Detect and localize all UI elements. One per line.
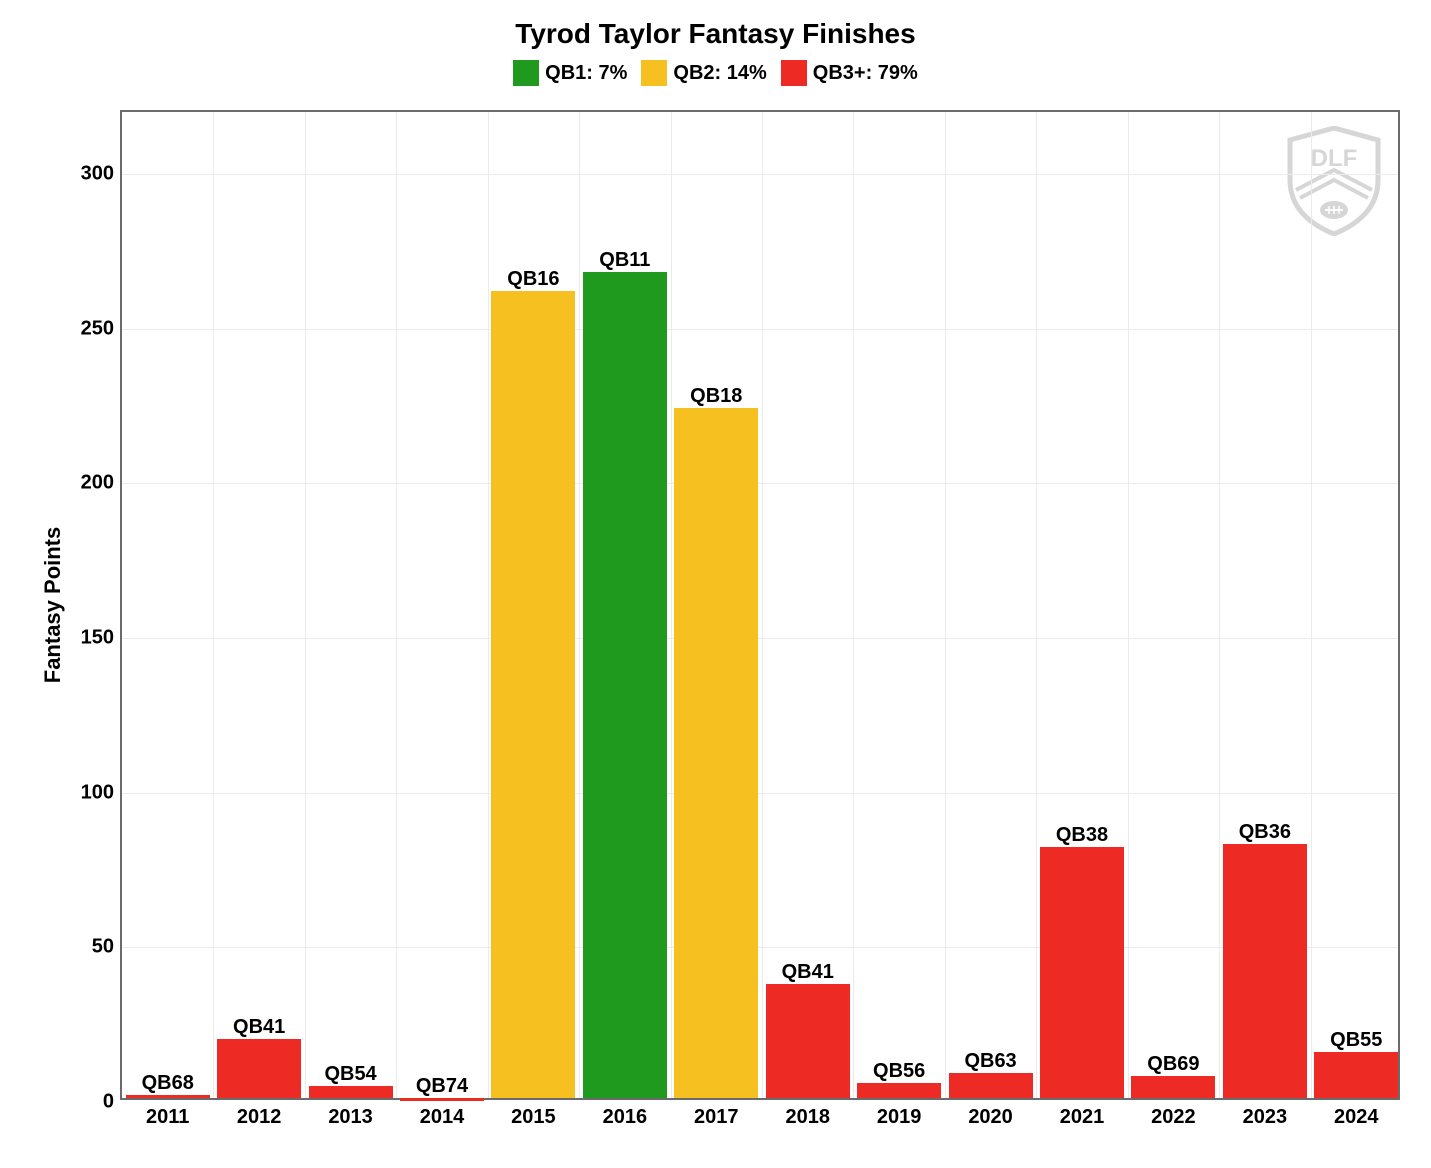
bar-label: QB55 bbox=[1330, 1029, 1382, 1052]
x-tick-label: 2018 bbox=[785, 1098, 830, 1129]
bar bbox=[1131, 1076, 1215, 1098]
gridline bbox=[122, 638, 1398, 639]
plot-area: DLF 0501001502002503002011QB682012QB4120… bbox=[120, 110, 1400, 1100]
gridline bbox=[1311, 112, 1312, 1098]
legend-item: QB1: 7% bbox=[513, 60, 627, 86]
bar bbox=[1040, 847, 1124, 1098]
x-tick-label: 2012 bbox=[237, 1098, 282, 1129]
x-tick-label: 2017 bbox=[694, 1098, 739, 1129]
x-tick-label: 2024 bbox=[1334, 1098, 1379, 1129]
bar-label: QB69 bbox=[1147, 1053, 1199, 1076]
bar bbox=[1223, 844, 1307, 1098]
bar bbox=[1314, 1052, 1398, 1098]
bar-label: QB54 bbox=[324, 1063, 376, 1086]
gridline bbox=[396, 112, 397, 1098]
gridline bbox=[945, 112, 946, 1098]
bar-label: QB63 bbox=[964, 1050, 1016, 1073]
legend-label: QB3+: 79% bbox=[813, 62, 918, 85]
gridline bbox=[1128, 112, 1129, 1098]
y-tick-label: 200 bbox=[81, 472, 122, 495]
x-tick-label: 2014 bbox=[420, 1098, 465, 1129]
bar-label: QB11 bbox=[599, 249, 650, 272]
bar bbox=[766, 984, 850, 1098]
legend-swatch-icon bbox=[781, 60, 807, 86]
x-tick-label: 2011 bbox=[146, 1098, 189, 1129]
bar-label: QB36 bbox=[1239, 821, 1291, 844]
bar-label: QB68 bbox=[142, 1072, 194, 1095]
bar-label: QB18 bbox=[690, 385, 742, 408]
x-tick-label: 2015 bbox=[511, 1098, 556, 1129]
bar bbox=[309, 1086, 393, 1098]
y-tick-label: 50 bbox=[92, 936, 122, 959]
bar bbox=[583, 272, 667, 1098]
x-tick-label: 2013 bbox=[328, 1098, 373, 1129]
bar bbox=[491, 291, 575, 1098]
gridline bbox=[122, 793, 1398, 794]
bar-label: QB16 bbox=[507, 268, 559, 291]
legend-swatch-icon bbox=[641, 60, 667, 86]
gridline bbox=[1219, 112, 1220, 1098]
gridline bbox=[122, 329, 1398, 330]
bar-label: QB74 bbox=[416, 1075, 468, 1098]
legend-item: QB2: 14% bbox=[641, 60, 766, 86]
bar bbox=[217, 1039, 301, 1098]
dlf-logo-icon: DLF bbox=[1284, 126, 1384, 241]
bar-label: QB41 bbox=[782, 961, 834, 984]
gridline bbox=[853, 112, 854, 1098]
y-tick-label: 250 bbox=[81, 317, 122, 340]
legend-label: QB2: 14% bbox=[673, 62, 766, 85]
y-tick-label: 0 bbox=[103, 1091, 122, 1114]
bar-label: QB56 bbox=[873, 1060, 925, 1083]
x-tick-label: 2021 bbox=[1060, 1098, 1105, 1129]
gridline bbox=[762, 112, 763, 1098]
bar bbox=[857, 1083, 941, 1098]
legend-label: QB1: 7% bbox=[545, 62, 627, 85]
x-tick-label: 2020 bbox=[968, 1098, 1013, 1129]
legend: QB1: 7% QB2: 14% QB3+: 79% bbox=[0, 60, 1431, 86]
gridline bbox=[671, 112, 672, 1098]
gridline bbox=[122, 174, 1398, 175]
chart-title: Tyrod Taylor Fantasy Finishes bbox=[0, 18, 1431, 50]
x-tick-label: 2022 bbox=[1151, 1098, 1196, 1129]
y-axis-label: Fantasy Points bbox=[40, 527, 66, 683]
y-tick-label: 300 bbox=[81, 162, 122, 185]
bar bbox=[949, 1073, 1033, 1098]
legend-item: QB3+: 79% bbox=[781, 60, 918, 86]
gridline bbox=[213, 112, 214, 1098]
bar bbox=[126, 1095, 210, 1098]
bar bbox=[674, 408, 758, 1098]
bar-label: QB41 bbox=[233, 1016, 285, 1039]
gridline bbox=[488, 112, 489, 1098]
bar-label: QB38 bbox=[1056, 824, 1108, 847]
y-tick-label: 150 bbox=[81, 626, 122, 649]
svg-text:DLF: DLF bbox=[1311, 145, 1358, 172]
gridline bbox=[579, 112, 580, 1098]
x-tick-label: 2019 bbox=[877, 1098, 922, 1129]
gridline bbox=[305, 112, 306, 1098]
x-tick-label: 2016 bbox=[603, 1098, 648, 1129]
y-tick-label: 100 bbox=[81, 781, 122, 804]
gridline bbox=[122, 947, 1398, 948]
gridline bbox=[122, 483, 1398, 484]
x-tick-label: 2023 bbox=[1243, 1098, 1288, 1129]
legend-swatch-icon bbox=[513, 60, 539, 86]
gridline bbox=[1036, 112, 1037, 1098]
bar bbox=[400, 1098, 484, 1101]
